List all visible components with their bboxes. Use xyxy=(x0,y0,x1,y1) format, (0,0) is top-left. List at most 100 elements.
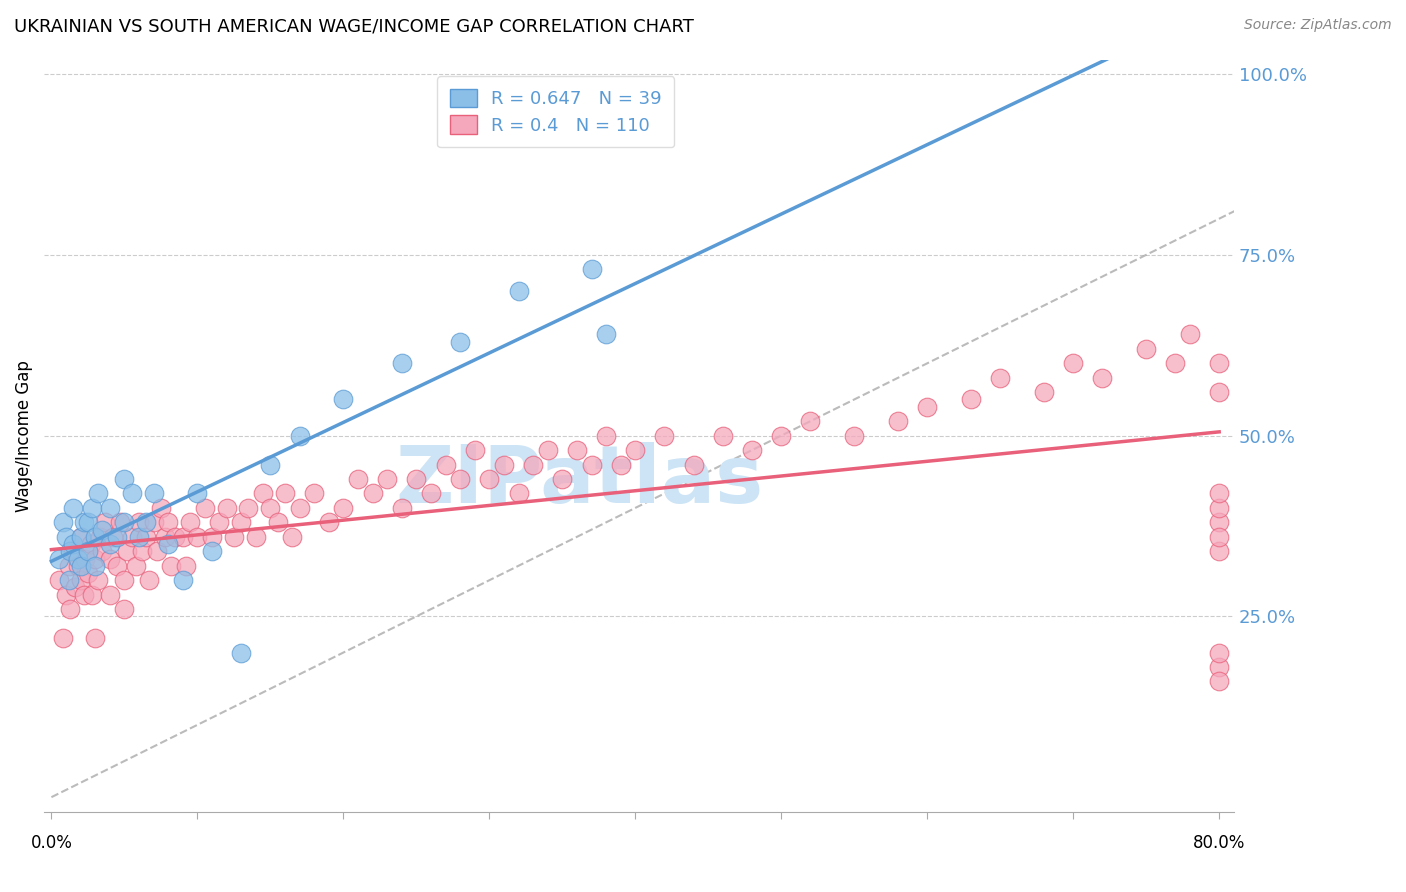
Point xyxy=(711,428,734,442)
Point xyxy=(55,588,77,602)
Point xyxy=(72,588,94,602)
Point xyxy=(245,530,267,544)
Point xyxy=(252,486,274,500)
Point xyxy=(105,558,128,573)
Point xyxy=(238,500,260,515)
Point xyxy=(157,516,180,530)
Point xyxy=(434,458,457,472)
Point xyxy=(55,530,77,544)
Point xyxy=(128,530,150,544)
Point xyxy=(121,486,143,500)
Point xyxy=(624,443,647,458)
Point xyxy=(844,428,866,442)
Point xyxy=(101,530,124,544)
Point xyxy=(59,602,82,616)
Point xyxy=(62,500,84,515)
Point xyxy=(231,516,253,530)
Point xyxy=(84,530,107,544)
Point xyxy=(302,486,325,500)
Point xyxy=(98,551,121,566)
Point xyxy=(464,443,486,458)
Point xyxy=(581,458,603,472)
Point xyxy=(1208,516,1230,530)
Point xyxy=(69,530,91,544)
Point xyxy=(288,428,311,442)
Point xyxy=(231,646,253,660)
Point xyxy=(375,472,398,486)
Point xyxy=(449,334,471,349)
Point xyxy=(62,544,84,558)
Point xyxy=(581,262,603,277)
Point xyxy=(1208,674,1230,689)
Point xyxy=(391,356,413,370)
Legend: R = 0.647   N = 39, R = 0.4   N = 110: R = 0.647 N = 39, R = 0.4 N = 110 xyxy=(437,76,675,147)
Point xyxy=(915,400,938,414)
Point xyxy=(142,516,165,530)
Point xyxy=(508,486,530,500)
Point xyxy=(72,516,94,530)
Point xyxy=(1135,342,1157,356)
Point xyxy=(52,631,75,645)
Point xyxy=(98,537,121,551)
Point xyxy=(194,500,217,515)
Point xyxy=(165,530,187,544)
Point xyxy=(186,530,208,544)
Point xyxy=(155,530,177,544)
Point xyxy=(121,530,143,544)
Point xyxy=(259,458,281,472)
Point xyxy=(59,544,82,558)
Point xyxy=(318,516,340,530)
Point xyxy=(259,500,281,515)
Point xyxy=(595,428,617,442)
Point xyxy=(537,443,560,458)
Point xyxy=(201,530,224,544)
Point xyxy=(347,472,370,486)
Point xyxy=(682,458,704,472)
Y-axis label: Wage/Income Gap: Wage/Income Gap xyxy=(15,359,32,511)
Point xyxy=(63,581,86,595)
Point xyxy=(595,327,617,342)
Point xyxy=(98,588,121,602)
Point xyxy=(69,558,91,573)
Point xyxy=(1062,356,1084,370)
Point xyxy=(160,558,183,573)
Point xyxy=(1178,327,1201,342)
Point xyxy=(266,516,288,530)
Point xyxy=(208,516,231,530)
Point xyxy=(391,500,413,515)
Point xyxy=(77,566,100,580)
Point xyxy=(1164,356,1187,370)
Point xyxy=(91,544,114,558)
Point xyxy=(770,428,793,442)
Point xyxy=(112,602,135,616)
Point xyxy=(551,472,574,486)
Point xyxy=(478,472,501,486)
Point xyxy=(565,443,588,458)
Text: UKRAINIAN VS SOUTH AMERICAN WAGE/INCOME GAP CORRELATION CHART: UKRAINIAN VS SOUTH AMERICAN WAGE/INCOME … xyxy=(14,18,695,36)
Point xyxy=(48,573,70,587)
Point xyxy=(1091,371,1114,385)
Point xyxy=(149,500,172,515)
Text: 80.0%: 80.0% xyxy=(1194,834,1246,852)
Point xyxy=(131,544,153,558)
Point xyxy=(48,551,70,566)
Point xyxy=(222,530,245,544)
Point xyxy=(128,516,150,530)
Point xyxy=(66,558,89,573)
Point xyxy=(87,486,110,500)
Point xyxy=(117,544,139,558)
Point xyxy=(201,544,224,558)
Point xyxy=(84,631,107,645)
Point xyxy=(89,530,111,544)
Point xyxy=(1208,544,1230,558)
Point xyxy=(82,500,104,515)
Point xyxy=(172,530,194,544)
Point xyxy=(77,544,100,558)
Point xyxy=(66,551,89,566)
Point xyxy=(91,523,114,537)
Point xyxy=(82,588,104,602)
Point xyxy=(1033,385,1056,400)
Point xyxy=(94,516,117,530)
Point xyxy=(157,537,180,551)
Point xyxy=(112,472,135,486)
